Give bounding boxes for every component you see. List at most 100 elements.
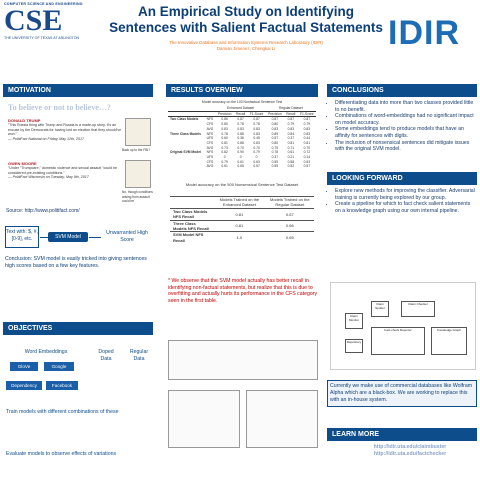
table-cell: 0.70 [303, 145, 311, 150]
table-cell: 0.63 [303, 159, 311, 164]
truth-meter-1-caption: Back up to the FBI? [122, 148, 150, 152]
table-cell: 0.60 [221, 136, 228, 141]
svm-observation: * We observe that the SVM model actually… [168, 278, 318, 304]
table-cell: 0.75 [271, 145, 279, 150]
model-output: Unwarranted High Score [106, 230, 148, 243]
conclusion-item: The inclusion of nonsensical sentences d… [335, 140, 476, 153]
table-row: Three Class Models NFS 0.78 0.88 0.83 0.89 0.8… [168, 132, 316, 137]
link-claimbuster[interactable]: http://idir.uta.edu/claimbuster [373, 444, 447, 450]
table-cell: 0.70 [237, 145, 244, 150]
table-cell: 0.79 [221, 159, 228, 164]
table-cell: 0.80 [271, 122, 279, 127]
row-class-label: CFS [206, 140, 214, 145]
table-cell: 0.36 [237, 136, 244, 141]
motivation-tagline: To believe or not to believe…? [8, 103, 111, 112]
train-step: Train models with different combinations… [3, 408, 155, 417]
table-cell: 0.87 [303, 117, 311, 122]
table-cell: 0.78 [237, 122, 244, 127]
table-cell: 0.81 [213, 219, 266, 232]
row-group-label [168, 164, 204, 169]
source-link[interactable]: Source: http://www.politifact.com/ [6, 208, 80, 214]
row-group-label: Three Class Models [170, 131, 201, 136]
table1-col-header: Precision [215, 111, 234, 118]
learn-more-links: http://idir.uta.edu/claimbuster http://i… [346, 444, 474, 458]
table-cell: 0.89 [271, 131, 279, 136]
table-cell: 0.87 [237, 117, 244, 122]
table-cell: 0.88 [237, 140, 244, 145]
table1-col-header: Precision [265, 111, 284, 118]
table-cell: 0.83 [271, 126, 279, 131]
quote-moore: GWEN MOORE "Under "Trumpcare," domestic … [8, 161, 118, 180]
doped-data: Doped Data [92, 348, 120, 364]
regular-data: Regular Data [124, 348, 154, 364]
model-input-box: Text with: $, #, [0-9], etc. [5, 226, 39, 248]
table-row: Three Class Models NFS Recall 0.81 0.66 [170, 219, 314, 232]
cse-logo-text: CSE [4, 4, 63, 37]
table-cell: 0.65 [237, 164, 244, 169]
diagram-reporter: Fact-check Reporter [371, 327, 425, 355]
table-cell: 0.37 [287, 136, 295, 141]
table-cell: 0.78 [253, 122, 260, 127]
table-cell: 0 [239, 155, 242, 160]
table-cell: 0.83 [253, 126, 260, 131]
table-cell: 1.0 [213, 231, 266, 244]
table-cell: 0.70 [253, 145, 260, 150]
table-cell: 0.90 [237, 150, 244, 155]
arrow-in [40, 237, 48, 238]
table-cell: 0.79 [253, 150, 260, 155]
row-label: Two Class Models NFS Recall [170, 207, 214, 221]
table2-col-header: Models Trained on the Enhanced Dataset [213, 196, 266, 209]
table-cell: 0.82 [221, 150, 228, 155]
table1-col-header: F1-Score [247, 111, 266, 118]
table-row: AVG 0.61 0.65 0.57 0.55 0.52 0.57 [168, 164, 316, 169]
link-factchecker[interactable]: http://idir.uta.edu/factchecker [373, 451, 447, 457]
table-cell: 0.79 [287, 122, 295, 127]
learn-more-header: LEARN MORE [327, 428, 477, 441]
table-cell: 0.87 [253, 117, 260, 122]
authors: Damian Jimenez, Chengkai Li [216, 46, 276, 51]
row-class-label: UFS [206, 155, 214, 160]
table-cell: 0.86 [221, 117, 228, 122]
row-class-label: AVG [206, 145, 214, 150]
table1-col-header: F1-Score [297, 111, 316, 118]
idir-logo: IDIR [388, 14, 460, 52]
row-class-label: NFS [206, 131, 214, 136]
truth-meter-2-image [125, 160, 151, 188]
dept-line: COMPUTER SCIENCE AND ENGINEERING [4, 2, 83, 6]
table-cell: 0.83 [303, 126, 311, 131]
table-cell: 0.83 [287, 126, 295, 131]
row-label: SVM Model NFS Recall [170, 231, 214, 244]
table-cell: 0.83 [253, 140, 260, 145]
table-row: AVG 0.73 0.70 0.70 0.75 0.71 0.70 [168, 146, 316, 151]
table-cell: 0.80 [221, 122, 228, 127]
poster-title: An Empirical Study on Identifying Senten… [109, 4, 383, 35]
table-cell: 0.83 [221, 126, 228, 131]
table-cell: 0.83 [303, 131, 311, 136]
table-cell: 0.88 [237, 131, 244, 136]
table-cell: 0.73 [221, 145, 228, 150]
table-row: CFS 0.81 0.88 0.83 0.80 0.81 0.81 [168, 141, 316, 146]
table-cell: 0.55 [271, 164, 279, 169]
tag-google: Google [44, 362, 74, 371]
table-cell: 0.14 [303, 155, 311, 160]
table-cell: 0.81 [213, 207, 266, 221]
table-cell: 0.63 [253, 159, 260, 164]
table1-caption: Model accuracy on the 100 Nonfactual Sen… [201, 100, 283, 104]
truth-meter-2-caption: No, though conditions arising from assau… [122, 190, 153, 204]
table-cell: 0.83 [237, 126, 244, 131]
table-cell: 0.58 [287, 159, 295, 164]
forward-item: Create a pipeline for which to fact chec… [335, 201, 476, 214]
poster-header: COMPUTER SCIENCE AND ENGINEERING CSE THE… [0, 0, 480, 74]
table-cell: 0.81 [287, 140, 295, 145]
table-row: Two Class Models NFS Recall 0.81 0.67 [170, 207, 314, 221]
conclusion-item: Some embeddings tend to produce models t… [335, 126, 476, 139]
results-header: RESULTS OVERVIEW [166, 84, 318, 97]
table-cell: 0.57 [253, 164, 260, 169]
diagram-claim-spotter: Claim Spotter [371, 301, 389, 317]
looking-forward-header: LOOKING FORWARD [327, 172, 477, 185]
truth-meter-1-image [125, 118, 151, 146]
motivation-header: MOTIVATION [3, 84, 153, 97]
table-cell: 0.61 [221, 164, 228, 169]
diagram-repository: Repository [345, 339, 363, 353]
conclusions-header: CONCLUSIONS [327, 84, 477, 97]
